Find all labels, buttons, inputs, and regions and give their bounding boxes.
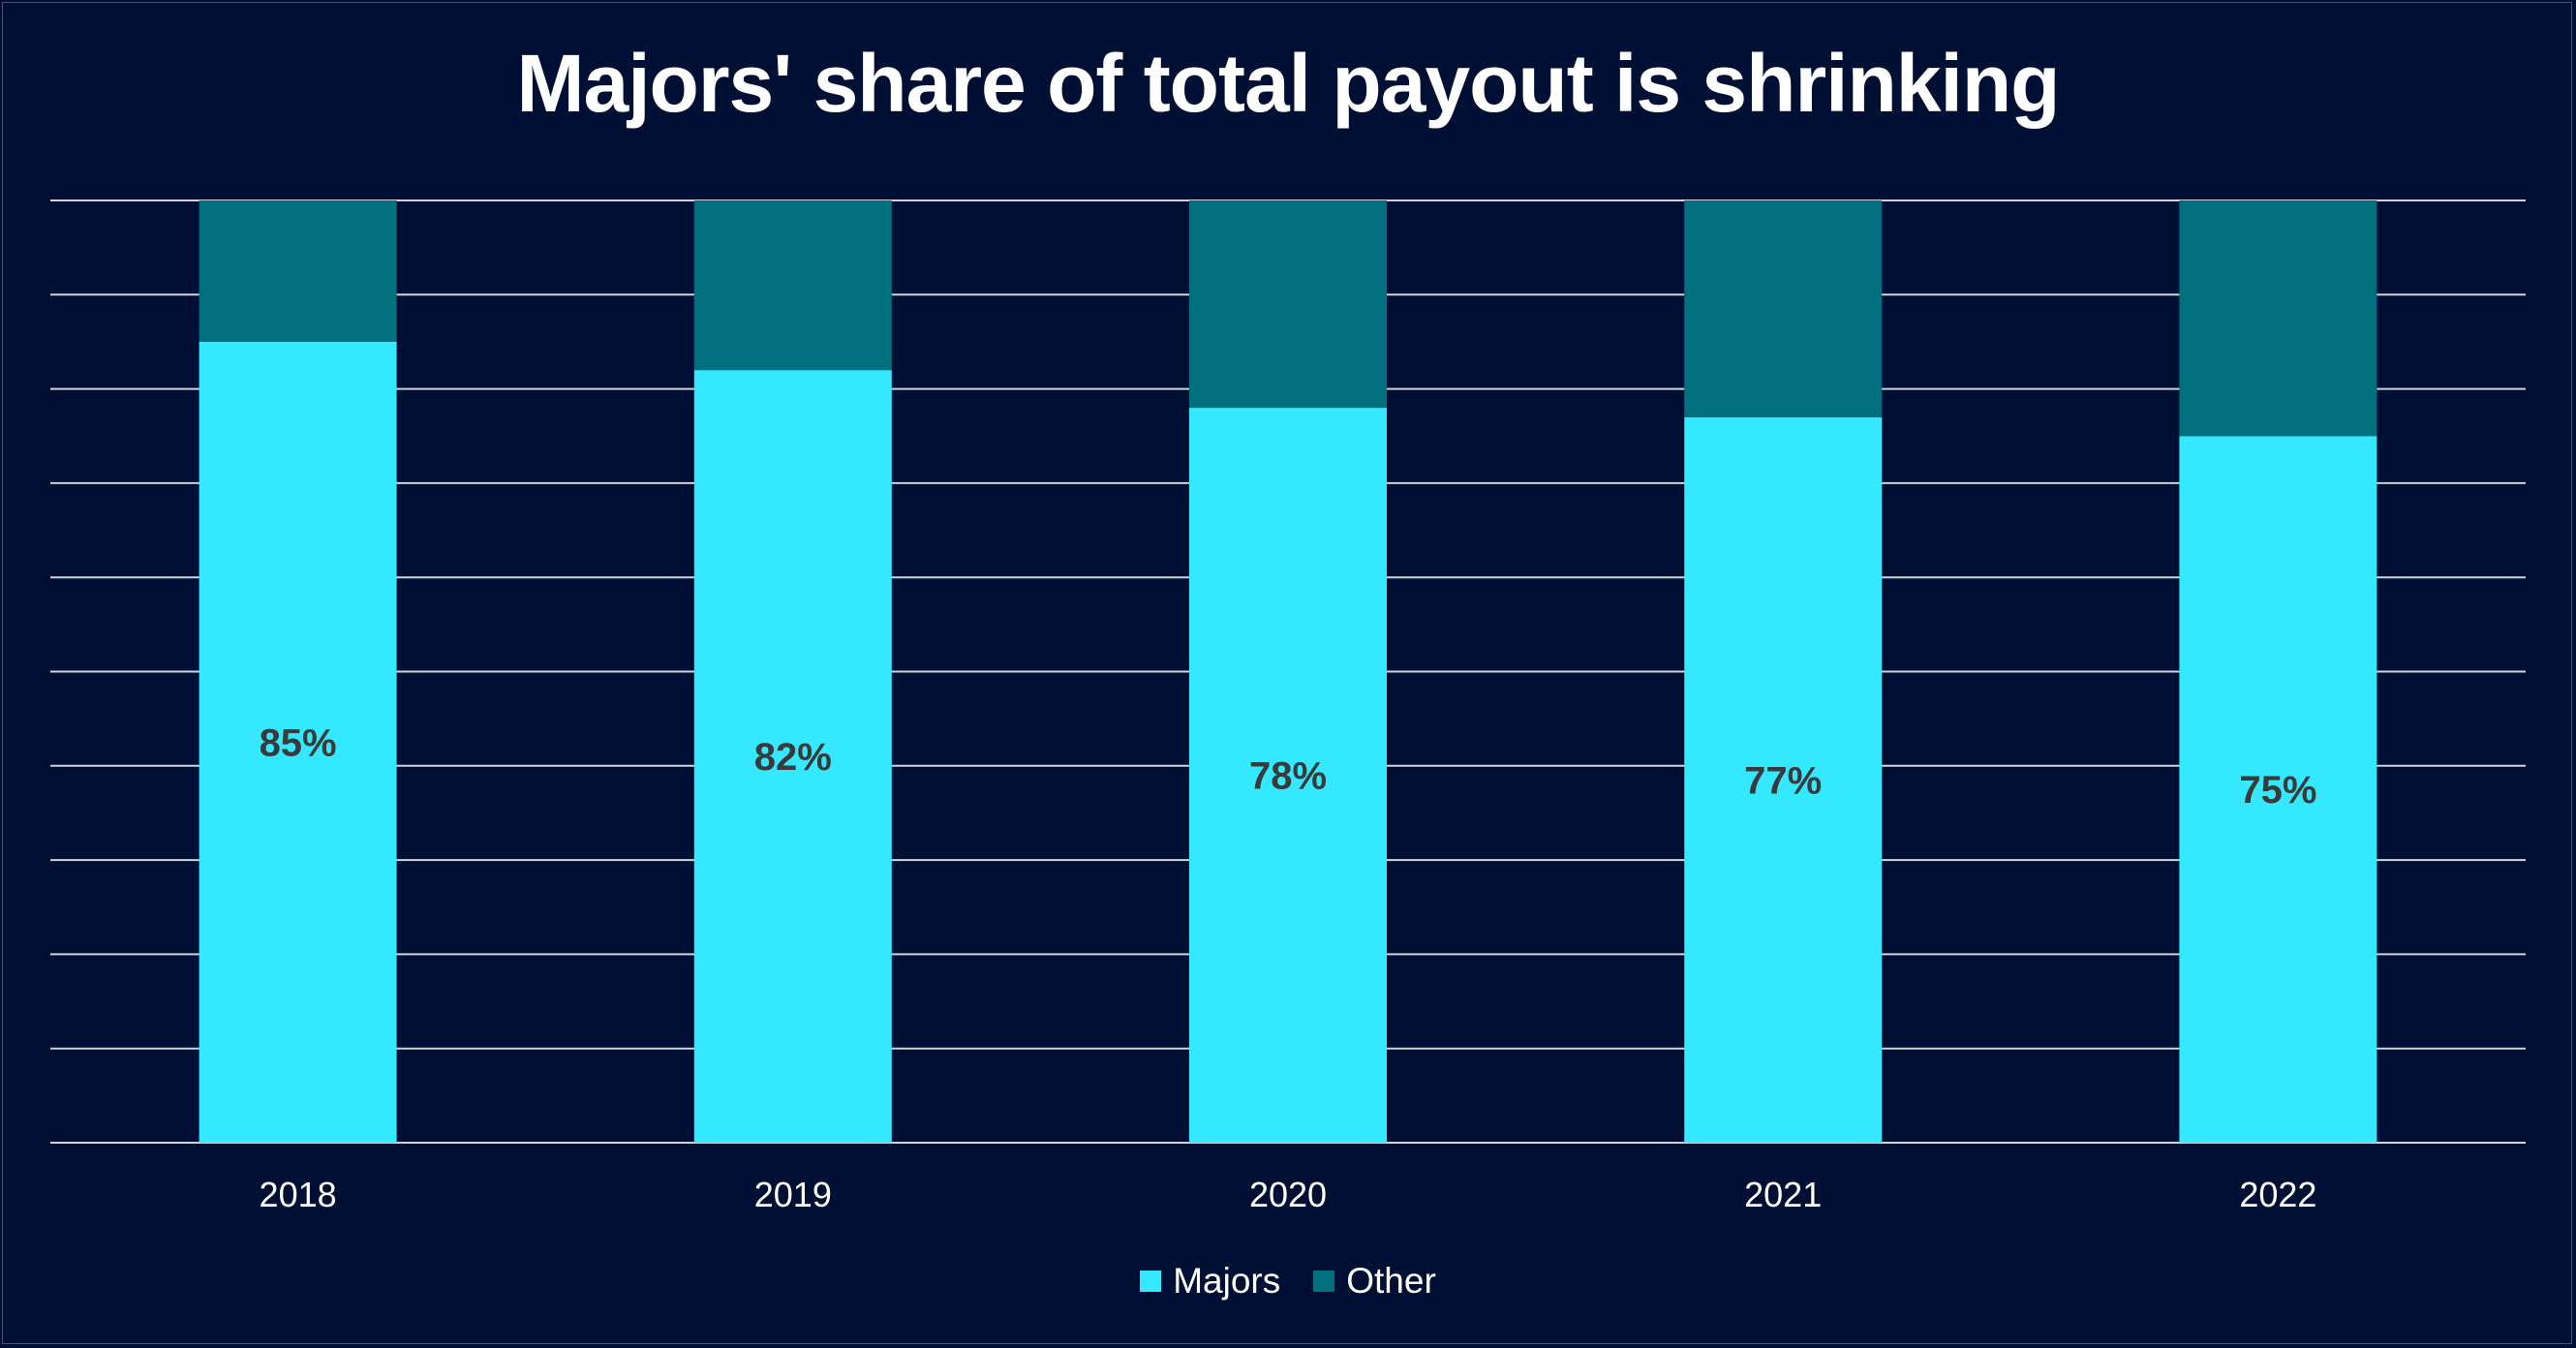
data-label-2019: 82% <box>754 736 832 779</box>
bar-majors-2019 <box>693 370 892 1143</box>
legend-label-other: Other <box>1346 1261 1436 1301</box>
bar-majors-2018 <box>199 341 397 1143</box>
legend-item-other: Other <box>1313 1261 1436 1302</box>
x-tick-label-2021: 2021 <box>1744 1175 1822 1214</box>
bar-other-2022 <box>2179 200 2377 437</box>
data-label-2020: 78% <box>1249 755 1327 798</box>
bar-majors-2020 <box>1189 408 1387 1143</box>
data-label-2022: 75% <box>2239 769 2316 812</box>
bar-other-2020 <box>1189 200 1387 409</box>
bar-majors-2022 <box>2179 436 2377 1143</box>
bar-majors-2021 <box>1684 416 1883 1143</box>
legend-swatch-other <box>1313 1271 1335 1292</box>
legend-swatch-majors <box>1140 1271 1162 1292</box>
legend-item-majors: Majors <box>1140 1261 1280 1302</box>
x-tick-label-2019: 2019 <box>754 1175 832 1214</box>
chart-title: Majors' share of total payout is shrinki… <box>516 38 2061 129</box>
data-label-2021: 77% <box>1744 759 1822 802</box>
bar-other-2018 <box>199 200 397 342</box>
legend-label-majors: Majors <box>1173 1261 1281 1301</box>
x-tick-label-2018: 2018 <box>260 1175 337 1214</box>
bar-other-2019 <box>693 200 892 371</box>
x-tick-label-2022: 2022 <box>2239 1175 2316 1214</box>
data-label-2018: 85% <box>260 721 337 764</box>
bar-other-2021 <box>1684 200 1883 417</box>
chart-legend: Majors Other <box>0 1261 2576 1302</box>
x-tick-label-2020: 2020 <box>1249 1175 1327 1214</box>
